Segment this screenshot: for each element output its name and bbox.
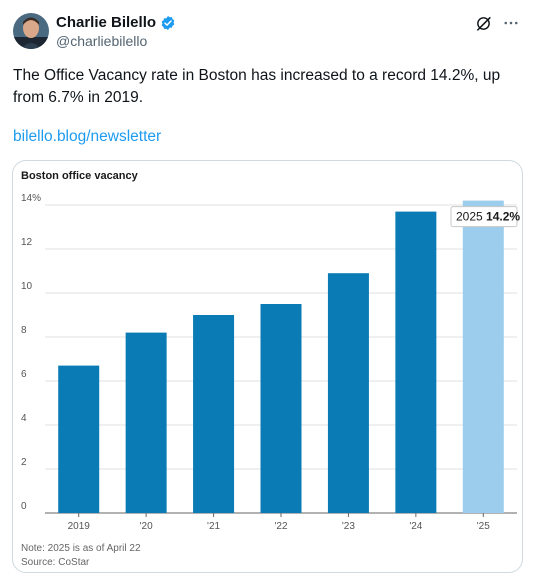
avatar-image xyxy=(13,13,49,49)
newsletter-link[interactable]: bilello.blog/newsletter xyxy=(13,128,162,145)
annotation-year: 2025 xyxy=(456,210,486,224)
bar xyxy=(462,200,504,513)
annotation-label: 2025 14.2% xyxy=(456,210,520,224)
name-row: Charlie Bilello xyxy=(56,14,176,31)
bar xyxy=(327,273,369,513)
x-tick-label: '22 xyxy=(274,521,287,532)
y-tick-label: 0 xyxy=(21,501,27,512)
more-options-icon[interactable] xyxy=(502,14,520,32)
chart-card[interactable]: Boston office vacancy 2019 '20 '21 '22 '23 '2… xyxy=(12,160,523,573)
avatar[interactable] xyxy=(13,13,49,49)
bar-chart: Boston office vacancy 2019 '20 '21 '22 '23 '2… xyxy=(21,170,520,568)
chart-title: Boston office vacancy xyxy=(21,170,139,182)
x-tick-label: '24 xyxy=(409,521,422,532)
x-tick-label: '20 xyxy=(140,521,153,532)
bar xyxy=(395,211,437,513)
author-handle[interactable]: @charliebilello xyxy=(56,33,148,49)
y-tick-label: 6 xyxy=(21,369,27,380)
y-tick-label: 14% xyxy=(21,193,41,204)
x-tick-label: '25 xyxy=(477,521,490,532)
author-name[interactable]: Charlie Bilello xyxy=(56,14,157,31)
y-tick-label: 8 xyxy=(21,325,27,336)
bar xyxy=(193,315,235,513)
tweet-text: The Office Vacancy rate in Boston has in… xyxy=(13,67,501,106)
y-tick-label: 10 xyxy=(21,281,33,292)
x-tick-label: 2019 xyxy=(68,521,91,532)
annotation-box xyxy=(450,206,518,228)
chart-source: Source: CoStar xyxy=(21,557,90,568)
verified-badge-icon xyxy=(161,15,175,30)
y-tick-label: 4 xyxy=(21,413,27,424)
chart-note: Note: 2025 is as of April 22 xyxy=(21,543,141,554)
bar xyxy=(125,332,167,513)
y-tick-label: 2 xyxy=(21,457,27,468)
bar xyxy=(58,365,100,513)
grok-icon[interactable] xyxy=(474,14,492,32)
bar xyxy=(260,304,302,513)
x-tick-label: '23 xyxy=(342,521,355,532)
tweet-actions xyxy=(474,14,520,32)
annotation-value: 14.2% xyxy=(486,210,520,224)
x-tick-label: '21 xyxy=(207,521,220,532)
y-tick-label: 12 xyxy=(21,237,33,248)
